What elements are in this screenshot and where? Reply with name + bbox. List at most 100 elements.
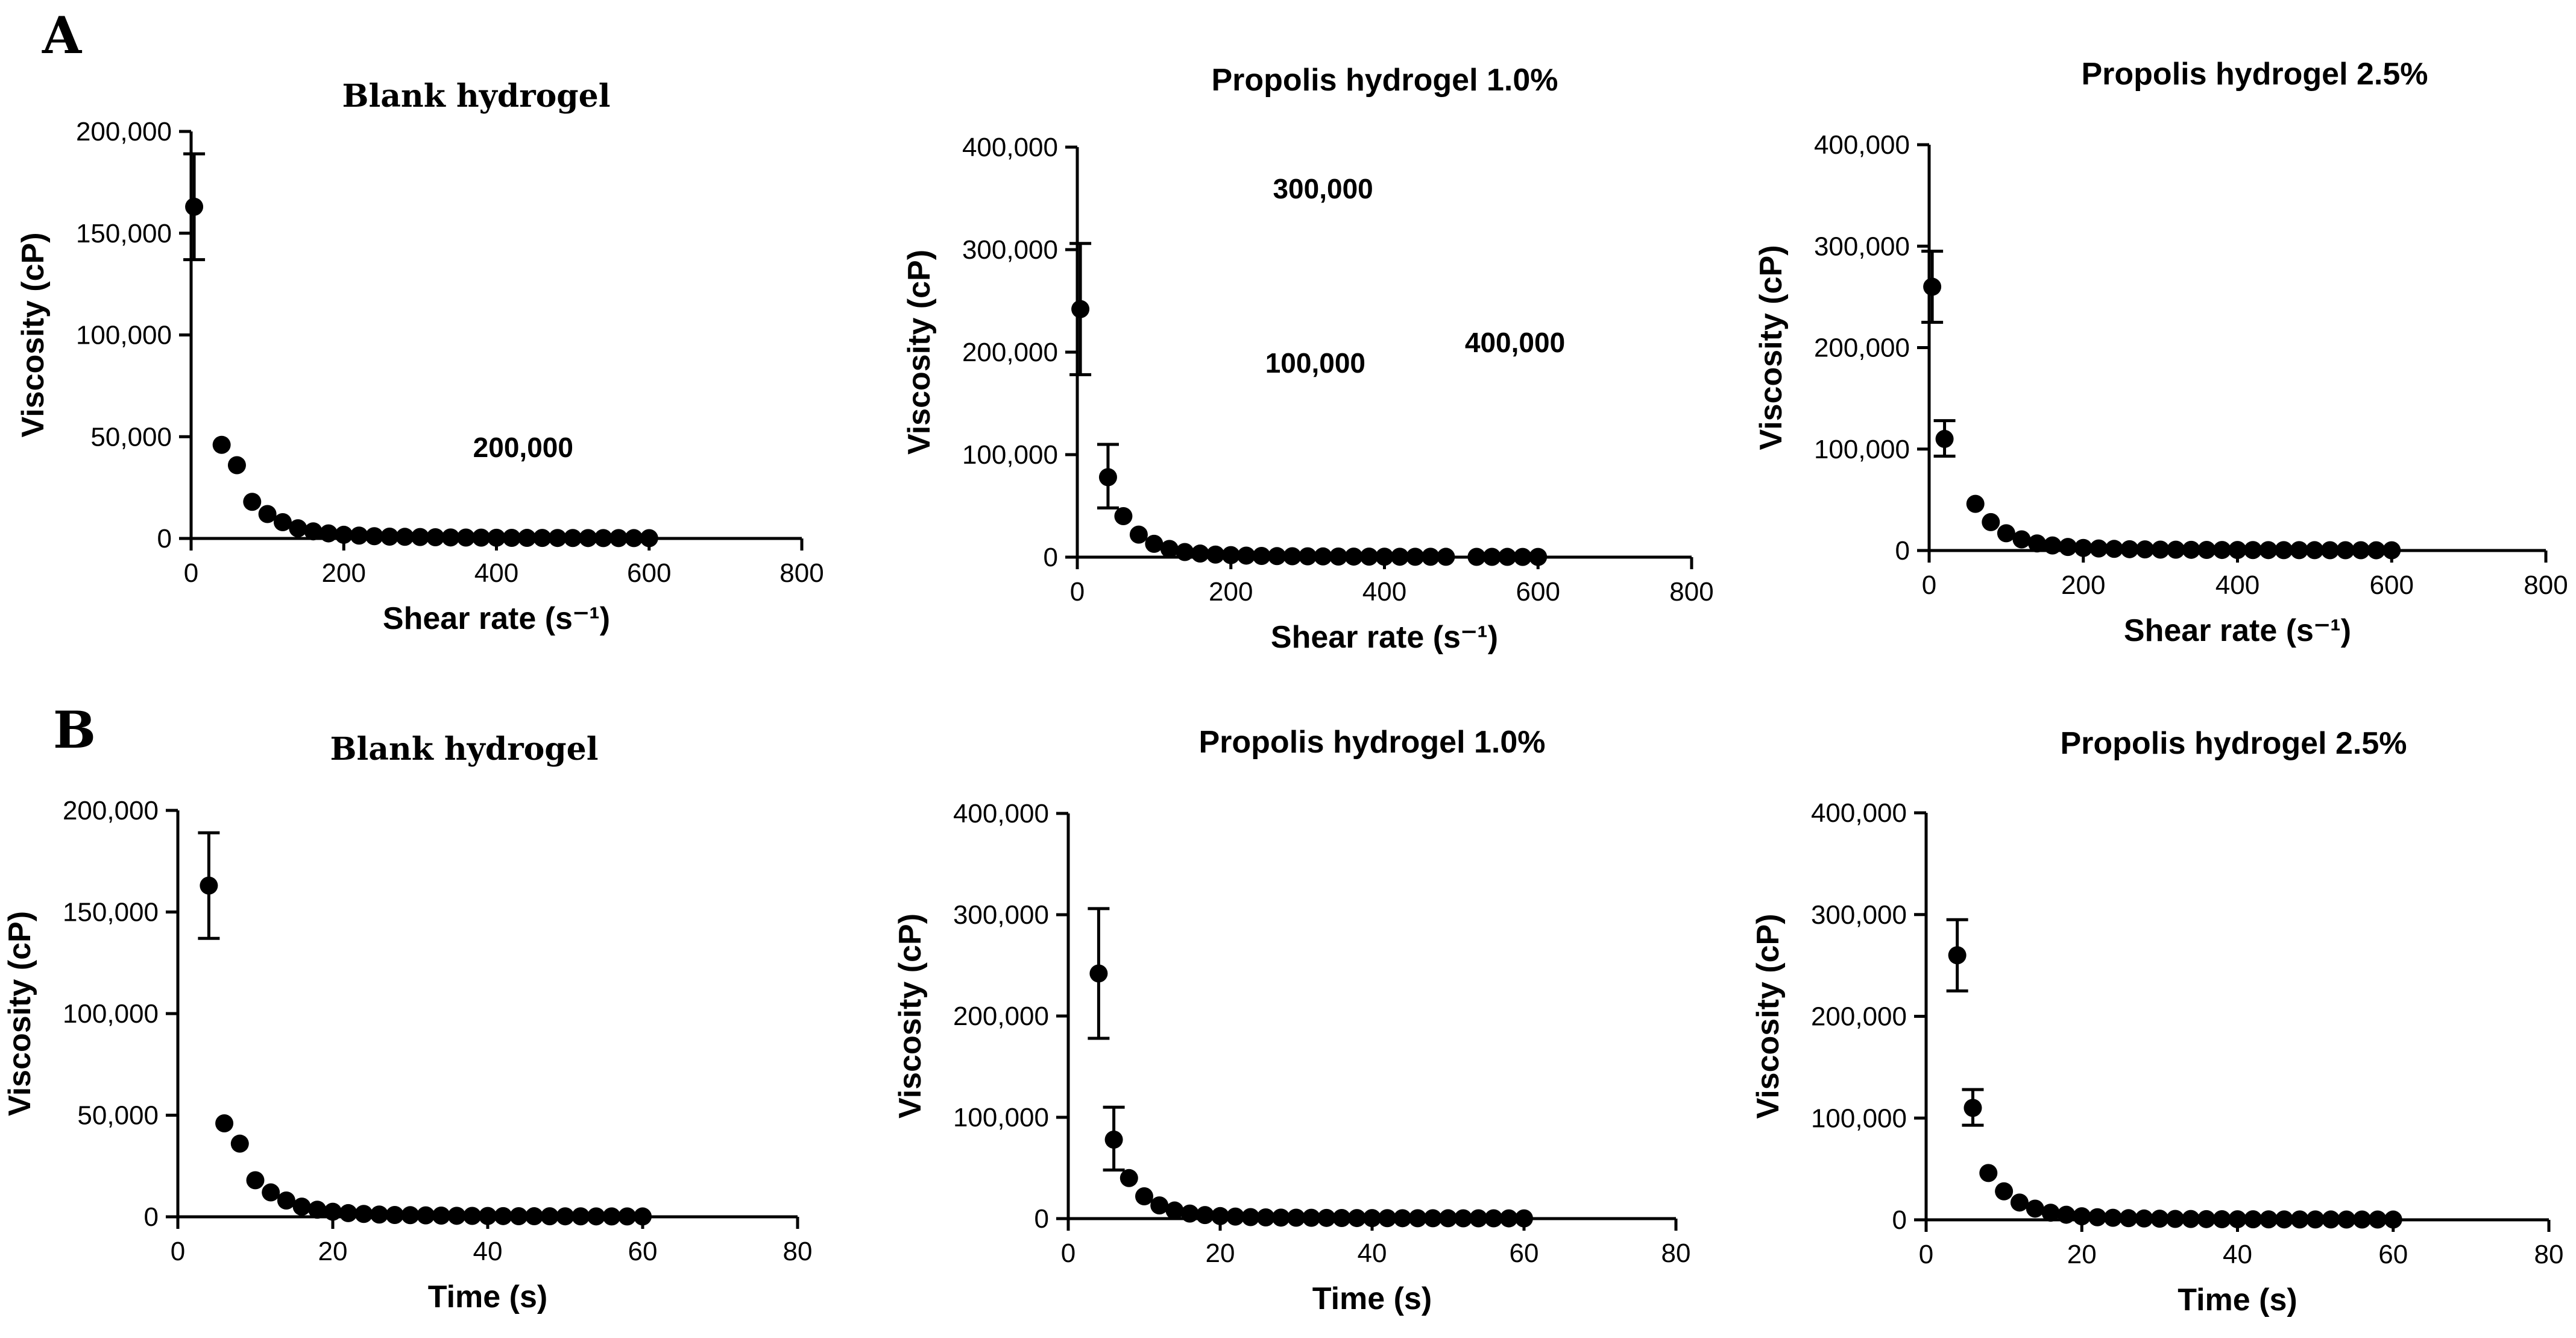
data-point <box>1378 1209 1397 1228</box>
data-point <box>1513 548 1532 566</box>
data-point <box>1482 548 1501 566</box>
data-point <box>2166 1210 2185 1228</box>
x-tick-label: 0 <box>1922 570 1936 600</box>
x-tick-label: 200 <box>1209 577 1253 607</box>
y-tick-label: 300,000 <box>1811 900 1907 930</box>
data-point <box>1160 540 1179 558</box>
data-point <box>1467 548 1486 566</box>
chart-6: Propolis hydrogel 2.5% 0 100,000 200,000 300… <box>1751 726 2563 1317</box>
data-point <box>2041 1204 2060 1222</box>
y-tick-label: 50,000 <box>77 1101 159 1131</box>
data-point <box>509 1207 528 1225</box>
data-point <box>587 1207 605 1226</box>
data-point <box>1089 964 1108 983</box>
data-point <box>2353 1210 2372 1229</box>
data-point <box>1406 548 1425 566</box>
data-point <box>594 529 613 548</box>
data-point <box>579 529 597 548</box>
data-point <box>1923 277 1942 296</box>
x-tick-label: 600 <box>1516 577 1560 607</box>
data-point <box>2336 541 2355 560</box>
y-tick-label: 150,000 <box>76 219 172 248</box>
y-tick-label: 300,000 <box>1814 232 1910 261</box>
data-point <box>1935 429 1954 448</box>
x-axis-label: Shear rate (s⁻¹) <box>383 601 610 636</box>
data-point <box>1165 1201 1184 1220</box>
data-point <box>2105 540 2123 558</box>
data-point <box>1299 547 1317 566</box>
data-point <box>215 1114 234 1132</box>
y-tick-label: 0 <box>1895 536 1910 566</box>
y-tick-label: 100,000 <box>962 440 1058 470</box>
charts-container: Blank hydrogel 0 50,000 100,000 150,000 200,0… <box>2 57 2568 1317</box>
data-point <box>2337 1210 2356 1229</box>
x-tick-label: 80 <box>2534 1240 2564 1269</box>
data-point <box>2290 1210 2309 1229</box>
data-point <box>1995 1182 2014 1201</box>
data-point <box>1408 1209 1427 1228</box>
y-tick-label: 300,000 <box>953 900 1049 930</box>
y-tick-label: 0 <box>1892 1205 1907 1235</box>
y-axis-label: Viscosity (cP) <box>902 250 937 455</box>
y-tick-label: 0 <box>1034 1204 1049 1234</box>
data-point <box>370 1205 389 1224</box>
data-point <box>1114 507 1133 525</box>
annotation-label: 400,000 <box>1465 327 1565 358</box>
data-point <box>243 493 262 511</box>
data-point <box>1314 547 1332 566</box>
x-tick-label: 600 <box>627 558 671 588</box>
chart-title: Blank hydrogel <box>342 78 611 115</box>
data-point <box>1469 1209 1488 1228</box>
x-tick-label: 0 <box>1070 577 1085 607</box>
chart-3: Propolis hydrogel 2.5% 0 100,000 200,000 300… <box>1754 57 2568 648</box>
data-point <box>2275 1210 2293 1229</box>
y-tick-label: 200,000 <box>1811 1002 1907 1032</box>
data-point <box>304 522 323 541</box>
data-point <box>1997 524 2015 543</box>
data-point <box>2089 539 2108 558</box>
data-point <box>2182 1210 2200 1228</box>
x-tick-label: 400 <box>474 558 518 588</box>
x-tick-label: 400 <box>2215 570 2260 600</box>
x-tick-label: 60 <box>1510 1239 1539 1268</box>
data-point <box>625 529 643 548</box>
data-point <box>2120 540 2139 558</box>
data-point <box>2384 1210 2402 1229</box>
data-point <box>1393 1209 1412 1228</box>
data-point <box>1529 548 1548 566</box>
data-point <box>456 528 475 547</box>
data-point <box>1332 1208 1351 1227</box>
y-axis-label: Viscosity (cP) <box>893 914 928 1119</box>
data-point <box>1206 545 1225 564</box>
chart-title: Propolis hydrogel 2.5% <box>2060 726 2407 761</box>
data-point <box>1176 543 1194 561</box>
data-point <box>2244 541 2263 560</box>
annotation-label: 300,000 <box>1273 173 1373 204</box>
data-point <box>2352 541 2370 560</box>
y-tick-label: 200,000 <box>63 796 159 825</box>
y-axis-label: Viscosity (cP) <box>1751 914 1786 1119</box>
x-tick-label: 60 <box>628 1237 658 1266</box>
data-point <box>1982 513 2000 531</box>
x-axis-label: Time (s) <box>428 1280 547 1314</box>
x-axis-label: Time (s) <box>1312 1281 1432 1316</box>
chart-title: Propolis hydrogel 1.0% <box>1198 725 1545 760</box>
data-point <box>2088 1208 2107 1226</box>
data-point <box>2322 1210 2340 1229</box>
data-point <box>385 1205 404 1224</box>
y-tick-label: 100,000 <box>953 1103 1049 1132</box>
x-tick-label: 40 <box>2223 1240 2252 1269</box>
data-point <box>1437 548 1455 566</box>
data-point <box>1071 300 1090 318</box>
data-point <box>2212 1210 2231 1228</box>
data-point <box>227 456 246 475</box>
x-tick-label: 0 <box>171 1237 185 1266</box>
y-tick-label: 150,000 <box>63 898 159 927</box>
data-point <box>212 435 231 454</box>
chart-2: Propolis hydrogel 1.0% 0 100,000 200,000 300… <box>902 63 1714 655</box>
data-point <box>556 1207 575 1226</box>
data-point <box>1256 1208 1275 1226</box>
data-point <box>2260 1210 2278 1229</box>
data-point <box>262 1183 280 1202</box>
data-point <box>1104 1130 1123 1149</box>
